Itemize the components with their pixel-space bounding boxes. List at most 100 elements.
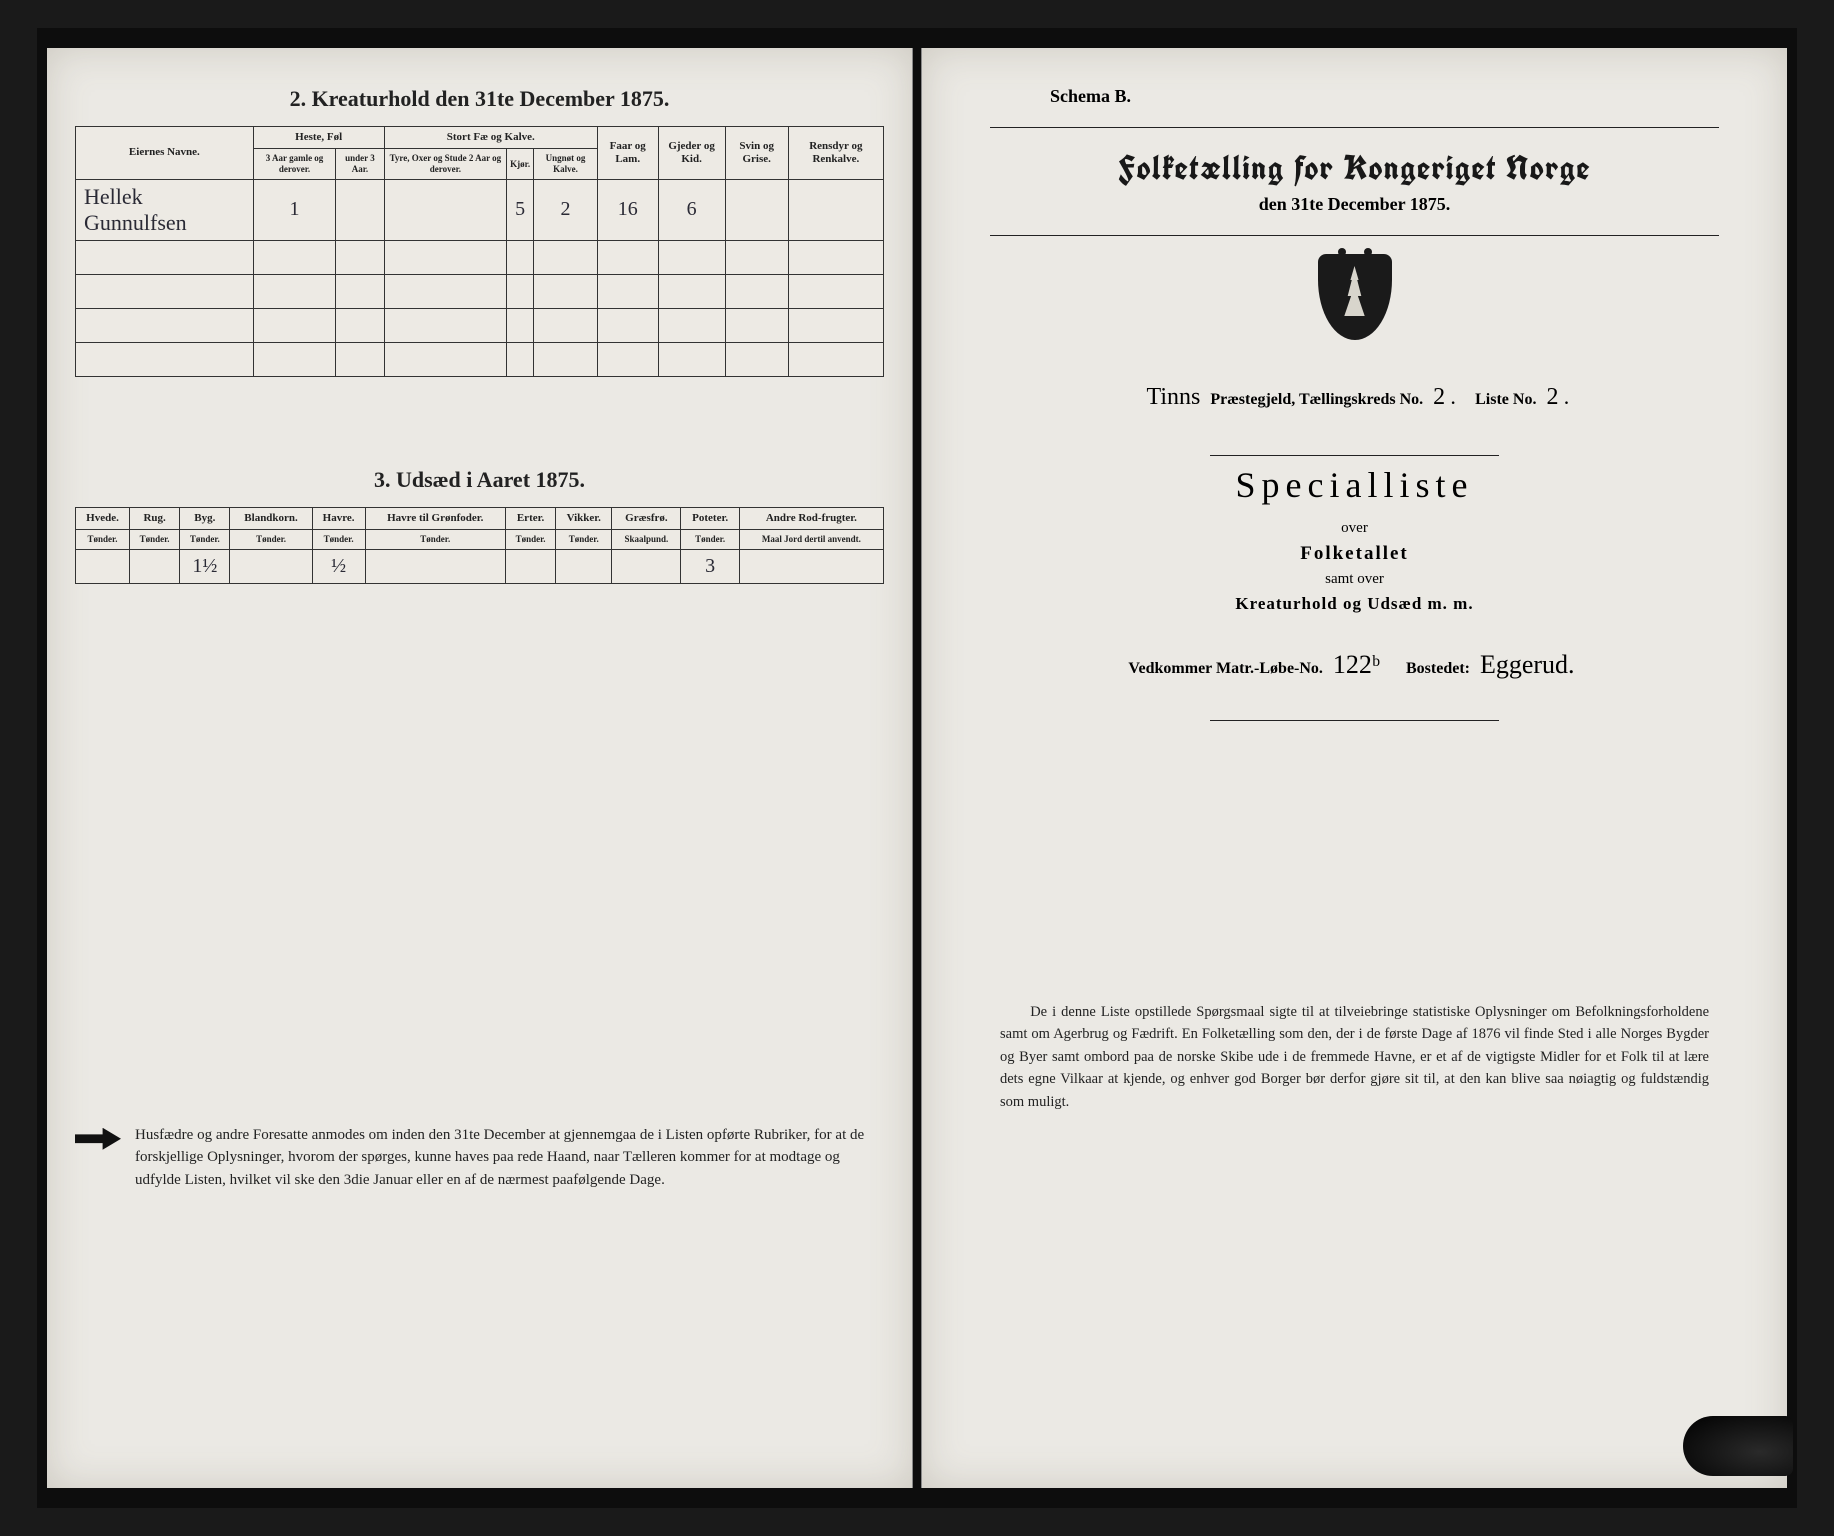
table-row: [76, 342, 884, 376]
unit: Tønder.: [365, 529, 505, 549]
cell: [556, 549, 612, 583]
rule-bottom: [990, 235, 1719, 236]
parish-label: Præstegjeld, Tællingskreds No.: [1210, 391, 1423, 408]
grp-cattle: Stort Fæ og Kalve.: [384, 127, 597, 149]
over-label: over: [950, 520, 1759, 537]
unit: Tønder.: [505, 529, 555, 549]
cell: [725, 179, 788, 240]
cell: [384, 179, 507, 240]
table-row: [76, 240, 884, 274]
cell: [230, 549, 312, 583]
col: Havre.: [312, 507, 365, 529]
specialliste-title: Specialliste: [950, 464, 1759, 506]
udsaed-table: Hvede. Rug. Byg. Blandkorn. Havre. Havre…: [75, 507, 884, 584]
sub-c1: Tyre, Oxer og Stude 2 Aar og derover.: [384, 149, 507, 180]
col: Andre Rod-frugter.: [739, 507, 883, 529]
unit: Maal Jord dertil anvendt.: [739, 529, 883, 549]
col-pigs: Svin og Grise.: [725, 127, 788, 180]
cell: 1½: [180, 549, 230, 583]
book-spread: 2. Kreaturhold den 31te December 1875. E…: [37, 28, 1797, 1508]
cell: [788, 179, 883, 240]
matr-label: Vedkommer Matr.-Løbe-No.: [1128, 660, 1323, 677]
col: Vikker.: [556, 507, 612, 529]
schema-label: Schema B.: [1050, 86, 1759, 107]
pointing-hand-icon: [75, 1128, 121, 1150]
cell: [612, 549, 681, 583]
col: Hvede.: [76, 507, 130, 529]
footer-text: De i denne Liste opstillede Spørgsmaal s…: [1000, 1004, 1709, 1110]
kreds-no: 2: [1427, 384, 1451, 410]
bosted-label: Bostedet:: [1406, 660, 1470, 677]
cell: [365, 549, 505, 583]
unit: Tønder.: [129, 529, 179, 549]
parish-name: Tinns: [1141, 384, 1207, 410]
left-footer: Husfædre og andre Foresatte anmodes om i…: [75, 1124, 884, 1192]
col: Rug.: [129, 507, 179, 529]
cell: 1: [253, 179, 336, 240]
col: Erter.: [505, 507, 555, 529]
cell: 16: [597, 179, 658, 240]
liste-no: 2: [1540, 384, 1564, 410]
unit: Tønder.: [312, 529, 365, 549]
table-row: 1½ ½ 3: [76, 549, 884, 583]
col: Poteter.: [681, 507, 739, 529]
right-footer: De i denne Liste opstillede Spørgsmaal s…: [1000, 1001, 1709, 1113]
cell: [336, 179, 384, 240]
col-sheep: Faar og Lam.: [597, 127, 658, 180]
liste-label: Liste No.: [1475, 391, 1536, 408]
cell: [129, 549, 179, 583]
folketallet-label: Folketallet: [950, 543, 1759, 565]
rule-top: [990, 127, 1719, 128]
col: Byg.: [180, 507, 230, 529]
cell: [739, 549, 883, 583]
sub-c2: Kjør.: [507, 149, 534, 180]
owner-cell: Hellek Gunnulfsen: [76, 179, 254, 240]
right-page: Schema B. Folketælling for Kongeriget No…: [921, 48, 1787, 1488]
sub-c3: Ungnøt og Kalve.: [534, 149, 598, 180]
census-title: Folketælling for Kongeriget Norge: [950, 146, 1759, 190]
matr-no: 122ᵇ: [1327, 650, 1386, 679]
cell: ½: [312, 549, 365, 583]
unit: Skaalpund.: [612, 529, 681, 549]
col-reindeer: Rensdyr og Renkalve.: [788, 127, 883, 180]
section2-title: 2. Kreaturhold den 31te December 1875.: [75, 86, 884, 112]
unit: Tønder.: [76, 529, 130, 549]
bosted-value: Eggerud.: [1474, 650, 1581, 679]
col-owner: Eiernes Navne.: [76, 127, 254, 180]
unit: Tønder.: [681, 529, 739, 549]
kreatur-label: Kreaturhold og Udsæd m. m.: [950, 594, 1759, 614]
cell: 2: [534, 179, 598, 240]
unit: Tønder.: [556, 529, 612, 549]
grp-horses: Heste, Føl: [253, 127, 384, 149]
census-date: den 31te December 1875.: [950, 194, 1759, 215]
cell: [505, 549, 555, 583]
col: Havre til Grønfoder.: [365, 507, 505, 529]
cell: 3: [681, 549, 739, 583]
header-row: Hvede. Rug. Byg. Blandkorn. Havre. Havre…: [76, 507, 884, 529]
cell: 5: [507, 179, 534, 240]
samt-label: samt over: [950, 571, 1759, 588]
rule-short2: [1210, 720, 1499, 721]
kreaturhold-table: Eiernes Navne. Heste, Føl Stort Fæ og Ka…: [75, 126, 884, 377]
col: Græsfrø.: [612, 507, 681, 529]
matr-line: Vedkommer Matr.-Løbe-No. 122ᵇ Bostedet: …: [950, 650, 1759, 680]
thumb-shadow: [1683, 1416, 1793, 1476]
table-row: Hellek Gunnulfsen 1 5 2 16 6: [76, 179, 884, 240]
left-page: 2. Kreaturhold den 31te December 1875. E…: [47, 48, 913, 1488]
rule-short: [1210, 455, 1499, 456]
units-row: Tønder. Tønder. Tønder. Tønder. Tønder. …: [76, 529, 884, 549]
cell: 6: [658, 179, 725, 240]
parish-line: Tinns Præstegjeld, Tællingskreds No. 2. …: [950, 384, 1759, 411]
coat-of-arms-icon: [1310, 254, 1400, 360]
table-row: [76, 274, 884, 308]
sub-h2: under 3 Aar.: [336, 149, 384, 180]
footer-text: Husfædre og andre Foresatte anmodes om i…: [135, 1124, 884, 1192]
col: Blandkorn.: [230, 507, 312, 529]
cell: [76, 549, 130, 583]
col-goats: Gjeder og Kid.: [658, 127, 725, 180]
section3-title: 3. Udsæd i Aaret 1875.: [75, 467, 884, 493]
unit: Tønder.: [230, 529, 312, 549]
table-row: [76, 308, 884, 342]
sub-h1: 3 Aar gamle og derover.: [253, 149, 336, 180]
unit: Tønder.: [180, 529, 230, 549]
